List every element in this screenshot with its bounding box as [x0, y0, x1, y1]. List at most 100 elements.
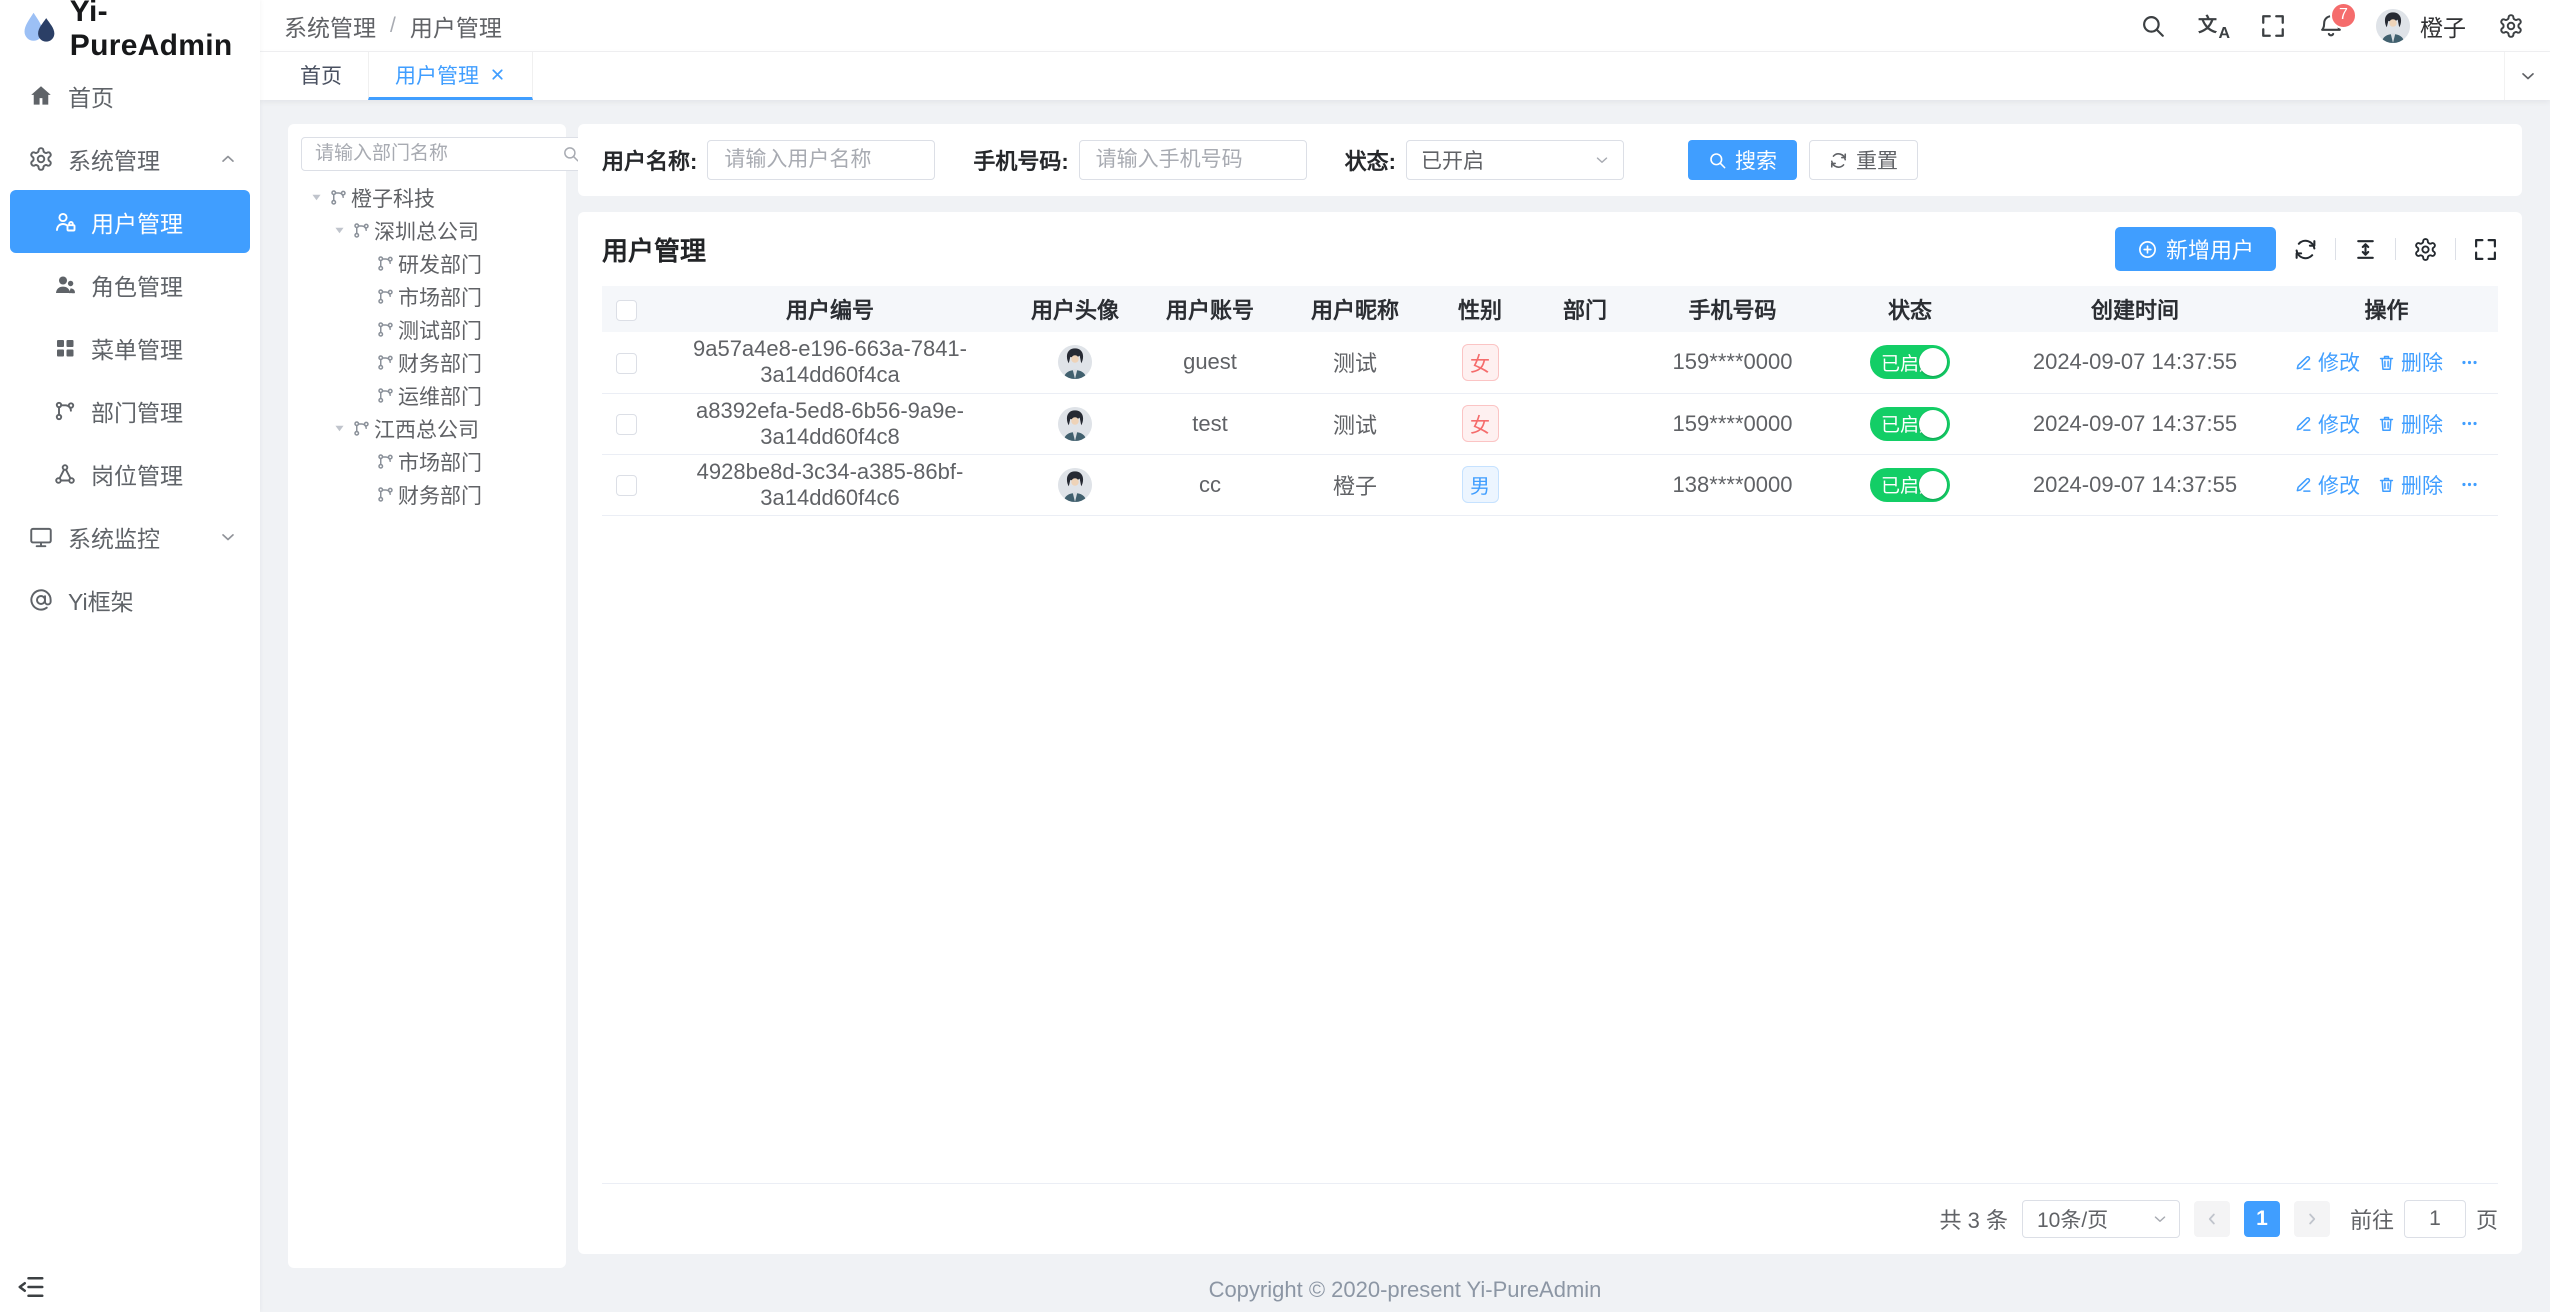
delete-button[interactable]: 删除 — [2377, 470, 2443, 500]
avatar — [1058, 467, 1092, 502]
breadcrumb: 系统管理 / 用户管理 — [284, 9, 502, 43]
user-menu[interactable]: 橙子 — [2376, 8, 2466, 43]
caret-spacer — [353, 320, 373, 340]
breadcrumb-item[interactable]: 用户管理 — [409, 14, 502, 41]
next-page-button[interactable] — [2293, 1201, 2330, 1237]
status-toggle[interactable]: 已启用 — [1870, 467, 1950, 502]
fullscreen-icon[interactable] — [2260, 13, 2286, 39]
table-card-header: 用户管理 新增用户 — [602, 212, 2498, 286]
filter-bar: 用户名称: 手机号码: 状态: 已开启 — [578, 124, 2522, 196]
status-toggle[interactable]: 已启用 — [1870, 406, 1950, 441]
more-actions-button[interactable] — [2460, 353, 2479, 372]
reset-button[interactable]: 重置 — [1808, 140, 1918, 180]
at-sign-icon — [28, 587, 54, 613]
fullscreen-icon[interactable] — [2473, 237, 2498, 262]
settings-gear-icon[interactable] — [2498, 13, 2524, 39]
sidebar-collapse-icon[interactable] — [16, 1272, 46, 1302]
git-branch-icon — [352, 221, 371, 240]
app-logo[interactable]: Yi-PureAdmin — [0, 0, 260, 62]
sidebar-item-dept-mgmt[interactable]: 部门管理 — [0, 379, 260, 442]
search-icon[interactable] — [2140, 13, 2166, 39]
breadcrumb-item[interactable]: 系统管理 — [284, 14, 376, 41]
status-select[interactable]: 已开启 — [1405, 140, 1624, 180]
sidebar-item-home[interactable]: 首页 — [0, 64, 260, 127]
row-checkbox[interactable] — [615, 352, 637, 374]
sidebar-item-label: Yi框架 — [68, 588, 134, 615]
phone-input[interactable] — [1093, 147, 1292, 173]
dept-search-input[interactable] — [313, 142, 562, 166]
more-actions-button[interactable] — [2460, 414, 2479, 433]
username: 橙子 — [2420, 14, 2466, 41]
add-user-button[interactable]: 新增用户 — [2114, 227, 2276, 271]
tree-node-label: 市场部门 — [398, 286, 482, 310]
tree-node[interactable]: 橙子科技 — [298, 181, 556, 214]
more-dots-icon — [2460, 353, 2479, 372]
more-actions-button[interactable] — [2460, 475, 2479, 494]
sidebar-item-user-mgmt[interactable]: 用户管理 — [10, 190, 250, 253]
chevron-left-icon — [2203, 1210, 2221, 1228]
tree-node[interactable]: 深圳总公司 — [298, 214, 556, 247]
sidebar-item-label: 用户管理 — [91, 210, 183, 237]
page-number-button[interactable]: 1 — [2243, 1201, 2280, 1237]
tab-options-button[interactable] — [2504, 52, 2550, 100]
tree-node[interactable]: 财务部门 — [298, 478, 556, 511]
col-account: 用户账号 — [1140, 286, 1280, 332]
edit-button[interactable]: 修改 — [2294, 347, 2360, 377]
git-branch-icon — [376, 320, 395, 339]
sidebar-item-system-mgmt[interactable]: 系统管理 — [0, 127, 260, 190]
toolbar-divider — [2455, 238, 2456, 260]
caret-down-icon[interactable] — [329, 419, 349, 439]
goto-page-group: 前往 页 — [2350, 1200, 2498, 1238]
tab-home[interactable]: 首页 — [274, 52, 368, 100]
prev-page-button[interactable] — [2193, 1201, 2230, 1237]
tree-node[interactable]: 市场部门 — [298, 445, 556, 478]
close-icon[interactable] — [489, 66, 506, 83]
account-cell: cc — [1140, 454, 1280, 516]
tree-node[interactable]: 运维部门 — [298, 379, 556, 412]
column-settings-icon[interactable] — [2413, 237, 2438, 262]
edit-button[interactable]: 修改 — [2294, 409, 2360, 439]
tree-node[interactable]: 市场部门 — [298, 280, 556, 313]
select-all-checkbox[interactable] — [615, 299, 637, 321]
notification-bell[interactable]: 7 — [2318, 1, 2357, 39]
goto-page-input[interactable] — [2403, 1200, 2466, 1238]
search-button[interactable]: 搜索 — [1687, 140, 1797, 180]
git-branch-icon — [376, 386, 395, 405]
caret-spacer — [353, 452, 373, 472]
content: 橙子科技 深圳总公司 研发部门 市场部门 — [260, 100, 2550, 1268]
sidebar-item-system-monitor[interactable]: 系统监控 — [0, 505, 260, 568]
col-created: 创建时间 — [1995, 286, 2275, 332]
sidebar-item-menu-mgmt[interactable]: 菜单管理 — [0, 316, 260, 379]
delete-button[interactable]: 删除 — [2377, 409, 2443, 439]
caret-spacer — [353, 287, 373, 307]
tree-node-label: 测试部门 — [398, 319, 482, 343]
sidebar-item-post-mgmt[interactable]: 岗位管理 — [0, 442, 260, 505]
tree-node[interactable]: 江西总公司 — [298, 412, 556, 445]
caret-down-icon[interactable] — [329, 221, 349, 241]
sidebar-item-role-mgmt[interactable]: 角色管理 — [0, 253, 260, 316]
tab-user-mgmt[interactable]: 用户管理 — [368, 52, 533, 100]
row-checkbox[interactable] — [615, 414, 637, 436]
page-size-select[interactable]: 10条/页 — [2021, 1200, 2180, 1238]
copyright-footer: Copyright © 2020-present Yi-PureAdmin — [1208, 1277, 1602, 1302]
phone-cell: 138****0000 — [1640, 454, 1825, 516]
git-branch-icon — [329, 188, 348, 207]
status-toggle[interactable]: 已启用 — [1870, 345, 1950, 380]
sidebar-item-label: 岗位管理 — [91, 462, 183, 489]
delete-button[interactable]: 删除 — [2377, 347, 2443, 377]
edit-button[interactable]: 修改 — [2294, 470, 2360, 500]
username-input[interactable] — [722, 147, 921, 173]
gender-tag: 女 — [1461, 405, 1499, 442]
status-label: 状态: — [1344, 149, 1396, 174]
tree-node[interactable]: 研发部门 — [298, 247, 556, 280]
tree-node[interactable]: 财务部门 — [298, 346, 556, 379]
refresh-icon[interactable] — [2293, 237, 2318, 262]
sidebar-item-yi-framework[interactable]: Yi框架 — [0, 568, 260, 631]
avatar — [2376, 8, 2410, 43]
tree-node[interactable]: 测试部门 — [298, 313, 556, 346]
density-icon[interactable] — [2353, 237, 2378, 262]
row-checkbox[interactable] — [615, 475, 637, 497]
sidebar-item-label: 菜单管理 — [91, 336, 183, 363]
caret-down-icon[interactable] — [306, 188, 326, 208]
